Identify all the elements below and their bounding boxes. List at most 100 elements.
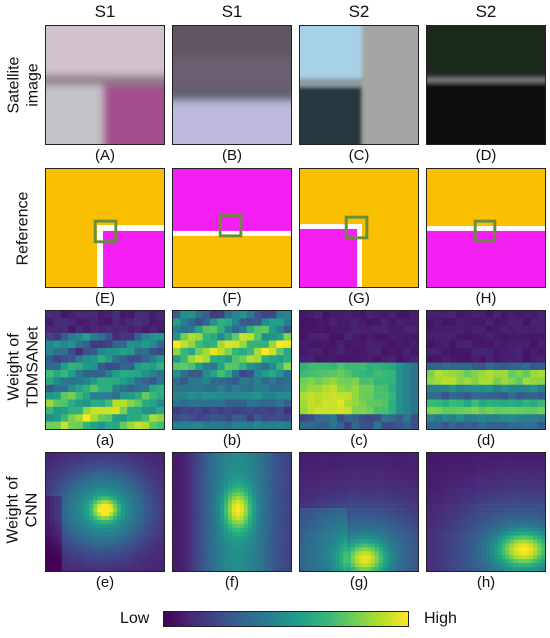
heatmap-cell: [247, 515, 252, 521]
heatmap-cell: [489, 527, 495, 532]
heatmap-cell: [228, 551, 233, 556]
heatmap-cell: [390, 555, 395, 560]
heatmap-cell: [108, 456, 114, 462]
heatmap-cell: [128, 453, 133, 458]
heatmap-cell: [268, 311, 277, 319]
heatmap-cell: [441, 421, 450, 429]
heatmap-cell: [533, 527, 538, 532]
heatmap-cell: [537, 362, 545, 371]
heatmap-cell: [373, 399, 382, 408]
heatmap-cell: [537, 476, 542, 481]
heatmap-cell: [160, 539, 164, 544]
heatmap-cell: [73, 555, 78, 560]
heatmap-cell: [307, 535, 313, 540]
heatmap-cell: [458, 515, 463, 521]
heatmap-cell: [454, 539, 459, 544]
heatmap-cell: [68, 370, 76, 378]
heatmap-cell: [300, 464, 305, 470]
heatmap-cell: [208, 468, 213, 473]
heatmap-cell: [370, 539, 376, 544]
heatmap-cell: [501, 543, 506, 548]
heatmap-cell: [474, 496, 479, 501]
heatmap-cell: [335, 472, 340, 477]
heatmap-cell: [235, 531, 241, 536]
heatmap-cell: [276, 362, 284, 371]
heatmap-cell: [478, 384, 487, 393]
heatmap-cell: [141, 340, 150, 349]
heatmap-cell: [259, 472, 264, 477]
heatmap-cell: [442, 567, 447, 571]
heatmap-cell: [148, 547, 153, 552]
heatmap-cell: [124, 515, 129, 521]
heatmap-cell: [271, 543, 276, 548]
heatmap-cell: [335, 456, 340, 462]
heatmap-cell: [275, 480, 280, 485]
heatmap-cell: [246, 311, 255, 319]
heatmap-cell: [347, 476, 352, 481]
heatmap-cell: [327, 531, 332, 536]
heatmap-cell: [239, 347, 248, 356]
heatmap-cell: [513, 523, 518, 529]
heatmap-cell: [73, 504, 78, 509]
heatmap-cell: [509, 535, 514, 540]
heatmap-cell: [486, 527, 491, 532]
heatmap-cell: [339, 472, 344, 477]
heatmap-cell: [474, 508, 479, 513]
heatmap-cell: [267, 453, 272, 458]
heatmap-cell: [217, 355, 225, 363]
heatmap-cell: [355, 460, 360, 466]
heatmap-cell: [57, 539, 63, 544]
heatmap-cell: [176, 488, 182, 493]
heatmap-cell: [315, 464, 320, 470]
heatmap-cell: [246, 384, 255, 393]
heatmap-cell: [89, 547, 94, 552]
heatmap-cell: [195, 347, 203, 356]
heatmap-cell: [263, 523, 268, 529]
heatmap-cell: [65, 484, 70, 489]
heatmap-cell: [537, 535, 542, 540]
heatmap-cell: [217, 384, 225, 393]
heatmap-cell: [140, 504, 145, 509]
heatmap-cell: [148, 472, 153, 477]
heatmap-cell: [366, 333, 375, 341]
heatmap-cell: [307, 527, 313, 532]
heatmap-cell: [148, 559, 153, 564]
heatmap-cell: [446, 468, 451, 473]
heatmap-cell: [90, 318, 98, 327]
heatmap-cell: [46, 472, 51, 477]
heatmap-cell: [501, 539, 506, 544]
heatmap-cell: [73, 531, 78, 536]
heatmap-cell: [537, 370, 545, 378]
heatmap-cell: [53, 492, 59, 497]
heatmap-cell: [77, 551, 82, 556]
heatmap-cell: [192, 519, 197, 525]
heatmap-cell: [414, 500, 418, 505]
heatmap-cell: [243, 460, 249, 466]
heatmap-cell: [81, 500, 86, 505]
heatmap-cell: [541, 512, 545, 517]
heatmap-cell: [414, 460, 418, 466]
heatmap-cell: [97, 325, 106, 334]
heatmap-cell: [525, 567, 530, 571]
heatmap-cell: [501, 531, 506, 536]
heatmap-cell: [128, 488, 133, 493]
heatmap-cell: [344, 421, 352, 429]
heatmap-cell: [319, 468, 324, 473]
heatmap-cell: [267, 476, 272, 481]
heatmap-cell: [112, 456, 118, 462]
heatmap-cell: [414, 480, 418, 485]
heatmap-cell: [232, 488, 237, 493]
heatmap-cell: [232, 519, 237, 525]
heatmap-cell: [220, 484, 225, 489]
heatmap-cell: [537, 508, 542, 513]
heatmap-cell: [283, 519, 288, 525]
heatmap-cell: [196, 535, 201, 540]
heatmap-cell: [446, 515, 451, 521]
heatmap-cell: [224, 456, 229, 462]
heatmap-cell: [204, 460, 209, 466]
heatmap-cell: [208, 512, 213, 517]
heatmap-cell: [195, 333, 203, 341]
heatmap-cell: [81, 464, 86, 470]
heatmap-cell: [373, 333, 382, 341]
heatmap-cell: [276, 414, 284, 422]
